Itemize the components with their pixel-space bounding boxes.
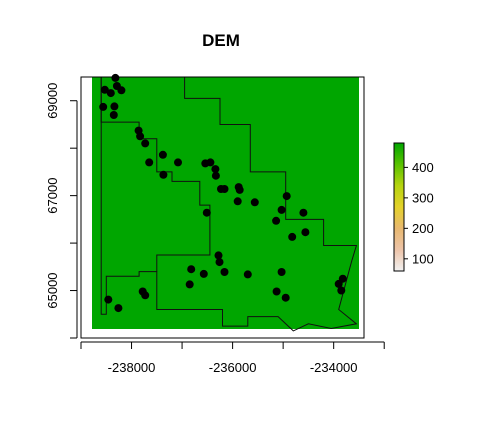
sample-point <box>282 192 291 201</box>
sample-point <box>250 198 259 207</box>
sample-point <box>214 251 223 260</box>
sample-point <box>337 286 346 295</box>
sample-point <box>117 86 126 95</box>
x-tick-label: -234000 <box>310 360 358 375</box>
sample-point <box>99 102 108 111</box>
sample-point <box>277 205 286 214</box>
sample-point <box>174 158 182 167</box>
plot-frame <box>80 76 365 339</box>
legend-tick-label: 300 <box>412 190 434 205</box>
sample-point <box>141 139 150 148</box>
legend-tick-label: 400 <box>412 160 434 175</box>
y-tick-label: 67000 <box>45 178 60 214</box>
sample-point <box>215 258 224 267</box>
legend-tick-label: 200 <box>412 221 434 236</box>
chart-title: DEM <box>202 31 240 50</box>
sample-point <box>111 73 120 82</box>
x-tick-label: -236000 <box>209 360 257 375</box>
sample-point <box>272 216 281 225</box>
x-tick-label: -238000 <box>108 360 156 375</box>
sample-point <box>211 171 220 180</box>
sample-point <box>100 85 109 94</box>
sample-point <box>106 89 115 98</box>
elevation-raster <box>92 77 359 329</box>
legend-color-bar <box>393 142 405 272</box>
sample-point <box>334 279 343 288</box>
sample-point <box>220 268 229 276</box>
sample-point <box>109 111 118 119</box>
sample-point <box>145 158 154 167</box>
sample-point <box>243 270 252 279</box>
sample-points <box>99 73 347 313</box>
sample-point <box>141 291 150 300</box>
sample-point <box>233 197 242 206</box>
sample-point <box>159 170 168 179</box>
sample-point <box>277 268 286 276</box>
sample-point <box>104 295 113 304</box>
y-tick-label: 65000 <box>45 272 60 308</box>
sample-point <box>136 132 145 141</box>
sample-point <box>272 287 281 296</box>
sample-point <box>187 265 196 274</box>
sample-point <box>110 102 119 111</box>
sample-point <box>185 280 194 289</box>
x-axis: -238000 -236000 -234000 <box>80 341 385 375</box>
sample-point <box>299 208 308 217</box>
sample-point <box>211 165 220 174</box>
sample-point <box>206 158 215 167</box>
legend-tick-label: 100 <box>412 251 434 266</box>
sample-point <box>235 185 244 194</box>
sample-point <box>114 304 123 313</box>
sample-point <box>301 228 310 237</box>
sample-point <box>202 208 211 217</box>
color-legend: 100 200 300 400 <box>393 142 434 272</box>
sample-point <box>281 293 290 302</box>
sample-point <box>199 269 208 278</box>
outer-boundary <box>100 76 358 332</box>
sample-point <box>220 185 229 193</box>
y-tick-label: 69000 <box>45 83 60 119</box>
sample-point <box>158 150 167 159</box>
sample-point <box>288 232 297 241</box>
y-axis: 65000 67000 69000 <box>45 83 78 339</box>
